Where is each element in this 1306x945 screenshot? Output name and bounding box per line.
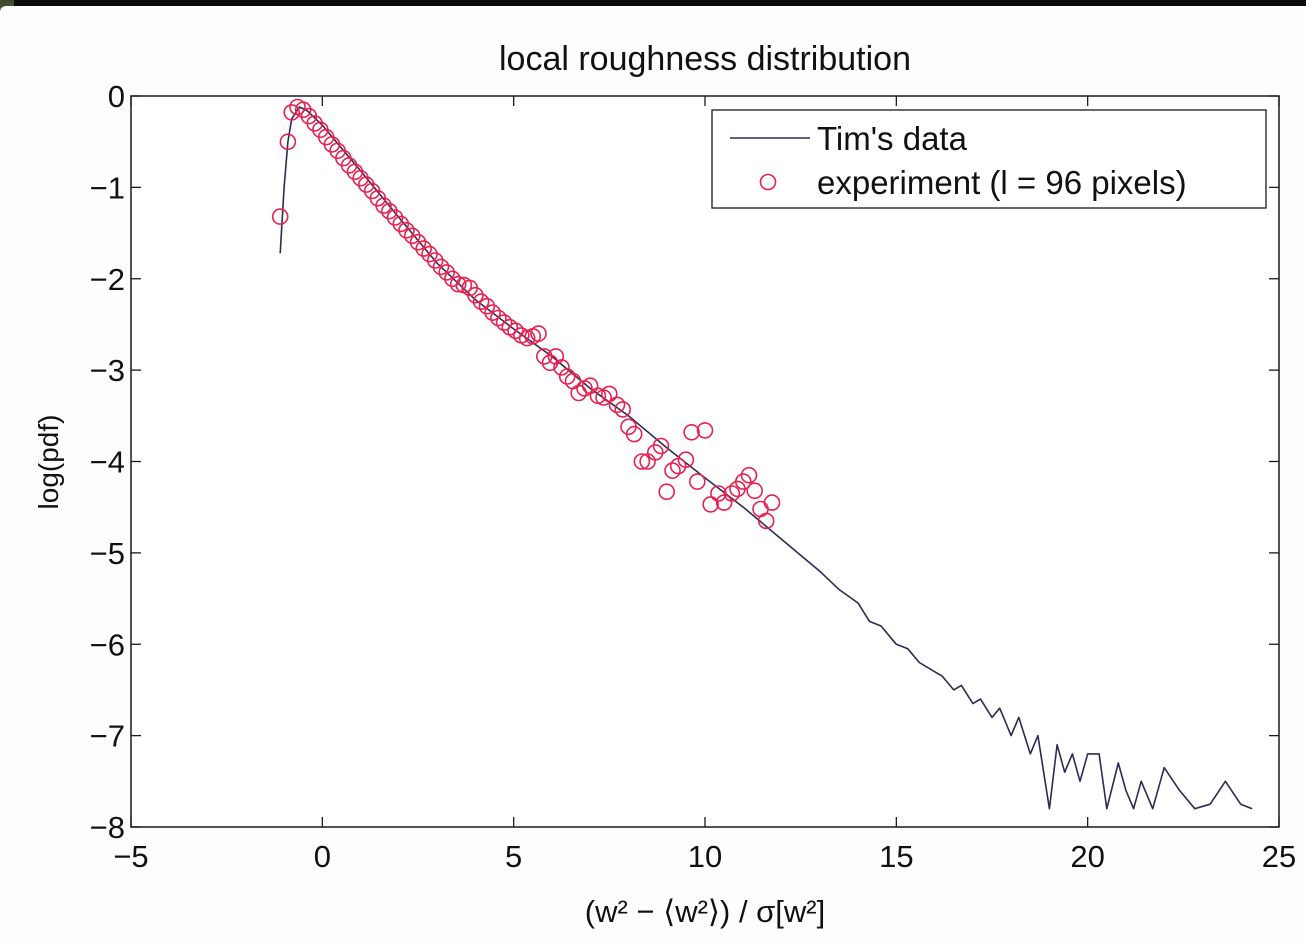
data-point-experiment: [279, 133, 297, 150]
data-point-experiment: [432, 258, 450, 276]
y-tick-label: −3: [90, 353, 125, 388]
data-point-experiment: [323, 136, 341, 153]
y-tick-label: −5: [90, 536, 125, 571]
x-tick-label: 20: [1070, 839, 1104, 874]
data-point-experiment: [398, 222, 415, 239]
data-point-experiment: [386, 209, 404, 226]
data-point-experiment: [710, 485, 727, 502]
data-point-experiment: [600, 385, 618, 403]
data-point-experiment: [763, 494, 781, 511]
series-layer: [271, 98, 1253, 810]
data-point-experiment: [664, 462, 681, 479]
data-point-experiment: [652, 437, 670, 455]
y-tick-label: −7: [90, 719, 125, 754]
data-point-experiment: [346, 163, 364, 181]
x-tick-label: 10: [688, 839, 722, 874]
data-point-experiment: [507, 322, 524, 340]
data-point-experiment: [467, 286, 484, 304]
plot-area: [130, 95, 1280, 828]
data-point-experiment: [570, 384, 588, 402]
y-tick-label: 0: [108, 79, 125, 114]
data-point-experiment: [306, 115, 324, 132]
data-point-experiment: [658, 483, 676, 501]
x-tick-label: 25: [1262, 839, 1296, 874]
data-point-experiment: [271, 208, 289, 225]
data-point-experiment: [403, 227, 421, 245]
x-tick-label: −5: [113, 839, 148, 874]
data-point-experiment: [426, 252, 444, 269]
data-point-experiment: [547, 348, 565, 365]
data-point-experiment: [683, 423, 700, 441]
data-point-experiment: [688, 473, 706, 490]
data-point-experiment: [535, 348, 553, 365]
data-point-experiment: [352, 169, 369, 187]
chart-title: local roughness distribution: [499, 40, 911, 78]
data-point-experiment: [472, 293, 490, 310]
data-point-experiment: [294, 101, 312, 118]
legend-marker-swatch: [759, 173, 777, 191]
data-point-experiment: [380, 202, 398, 220]
tick-labels: −5 0 5 10 15 20 25 0 −1 −2 −3 −4 −5 −6 −7 −8: [90, 79, 1297, 874]
data-point-experiment: [608, 396, 626, 414]
data-point-experiment: [558, 368, 576, 385]
data-point-experiment: [530, 325, 547, 342]
data-point-experiment: [696, 422, 714, 439]
data-point-experiment: [614, 401, 632, 418]
data-point-experiment: [746, 482, 764, 500]
y-axis-label: log(pdf): [33, 415, 64, 510]
x-tick-label: 5: [505, 839, 522, 874]
data-point-experiment: [702, 496, 720, 513]
y-tick-label: −4: [90, 445, 125, 480]
y-tick-label: −8: [90, 810, 125, 845]
data-point-experiment: [449, 275, 467, 293]
data-point-experiment: [723, 485, 741, 502]
data-point-experiment: [495, 314, 513, 331]
data-point-experiment: [646, 444, 664, 461]
data-point-experiment: [421, 245, 438, 263]
data-point-experiment: [283, 104, 301, 121]
data-point-experiment: [734, 473, 752, 490]
data-point-experiment: [415, 240, 433, 257]
data-point-experiment: [340, 157, 358, 174]
data-point-experiment: [438, 264, 456, 281]
legend-label-markers: experiment (l = 96 pixels): [817, 164, 1187, 201]
legend-label-line: Tim's data: [817, 120, 968, 157]
data-point-experiment: [484, 304, 501, 321]
data-point-experiment: [740, 466, 758, 484]
data-point-experiment: [490, 309, 507, 327]
data-point-experiment: [757, 512, 775, 530]
x-axis-label: (w² − ⟨w²⟩) / σ[w²]: [585, 894, 826, 929]
x-tick-label: 0: [314, 839, 331, 874]
data-point-experiment: [478, 297, 496, 315]
data-point-experiment: [553, 359, 570, 376]
data-point-experiment: [625, 425, 643, 443]
y-tick-label: −1: [90, 170, 125, 205]
data-point-experiment: [633, 453, 651, 470]
axis-ticks: [130, 95, 1280, 828]
data-point-experiment: [541, 354, 559, 372]
data-point-experiment: [357, 176, 375, 193]
legend: Tim's data experiment (l = 96 pixels): [711, 109, 1267, 209]
x-tick-label: 15: [879, 839, 913, 874]
data-point-experiment: [409, 233, 427, 251]
y-tick-label: −6: [90, 627, 125, 662]
data-point-experiment: [375, 197, 392, 214]
y-tick-label: −2: [90, 262, 125, 297]
legend-box: [711, 109, 1267, 209]
data-point-experiment: [392, 215, 410, 233]
data-point-experiment: [677, 451, 695, 469]
